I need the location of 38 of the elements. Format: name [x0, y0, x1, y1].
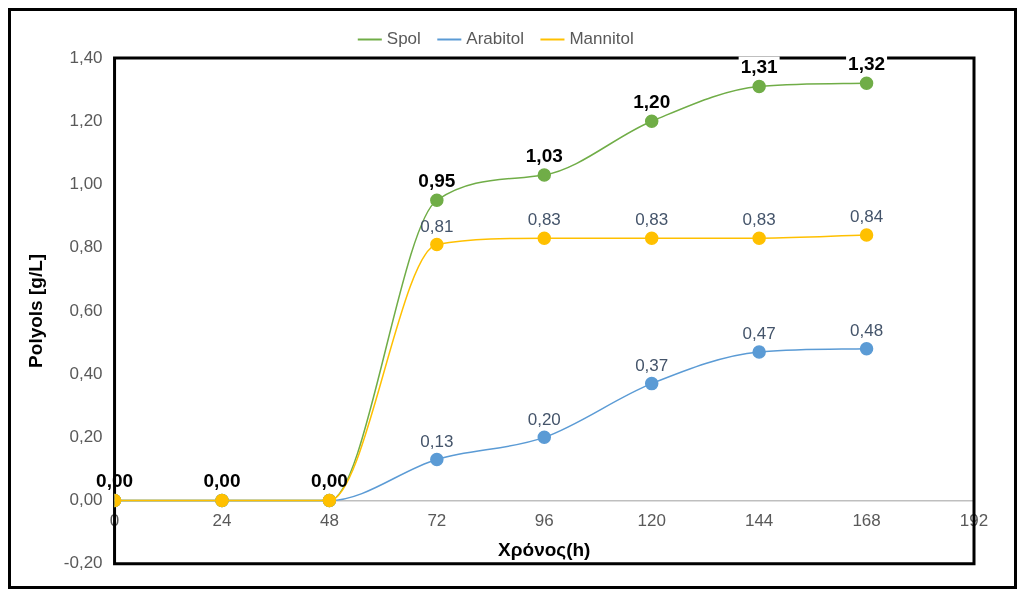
legend-label: Mannitol	[569, 29, 634, 49]
x-tick-label: 48	[319, 511, 339, 531]
data-label: 0,81	[420, 216, 454, 236]
data-label: 0,20	[527, 409, 561, 429]
data-label: 1,03	[525, 144, 563, 166]
data-label: 0,00	[203, 470, 241, 492]
y-tick-label: 1,20	[69, 110, 103, 130]
y-tick-label: -0,20	[63, 553, 103, 573]
y-tick-label: 0,00	[69, 490, 103, 510]
data-label: 0,84	[850, 207, 884, 227]
x-axis-title: Χρόνος(h)	[498, 538, 591, 560]
data-label: 0,83	[527, 210, 561, 230]
data-label: 0,47	[742, 324, 776, 344]
y-tick-label: 0,60	[69, 300, 103, 320]
legend-label: Spol	[386, 29, 421, 49]
data-label: 0,48	[850, 321, 884, 341]
legend-label: Arabitol	[466, 29, 524, 49]
data-label: 0,00	[310, 470, 348, 492]
data-label: 0,95	[418, 169, 456, 191]
data-label: 1,32	[848, 53, 886, 75]
data-label: 0,83	[742, 210, 776, 230]
data-label: 0,83	[635, 210, 669, 230]
y-tick-label: 1,40	[69, 47, 103, 67]
x-tick-label: 144	[744, 511, 774, 531]
data-label: 0,37	[635, 355, 669, 375]
y-tick-label: 1,00	[69, 174, 103, 194]
x-tick-label: 24	[212, 511, 232, 531]
x-tick-label: 72	[427, 511, 447, 531]
y-tick-label: 0,20	[69, 427, 103, 447]
x-tick-label: 96	[534, 511, 554, 531]
y-tick-label: 0,80	[69, 237, 103, 257]
y-axis-title: Polyols [g/L]	[24, 253, 46, 368]
y-tick-label: 0,40	[69, 363, 103, 383]
data-label: 0,13	[420, 431, 454, 451]
data-label: 1,20	[633, 90, 671, 112]
data-label: 1,31	[740, 56, 779, 78]
x-tick-label: 120	[637, 511, 666, 531]
x-tick-label: 168	[852, 511, 881, 531]
